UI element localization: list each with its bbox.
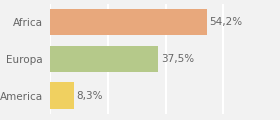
Bar: [50, 45, 158, 72]
Text: 37,5%: 37,5%: [161, 54, 194, 64]
Bar: [50, 82, 74, 109]
Text: 54,2%: 54,2%: [209, 17, 242, 27]
Text: 8,3%: 8,3%: [77, 91, 103, 101]
Bar: [50, 9, 207, 35]
